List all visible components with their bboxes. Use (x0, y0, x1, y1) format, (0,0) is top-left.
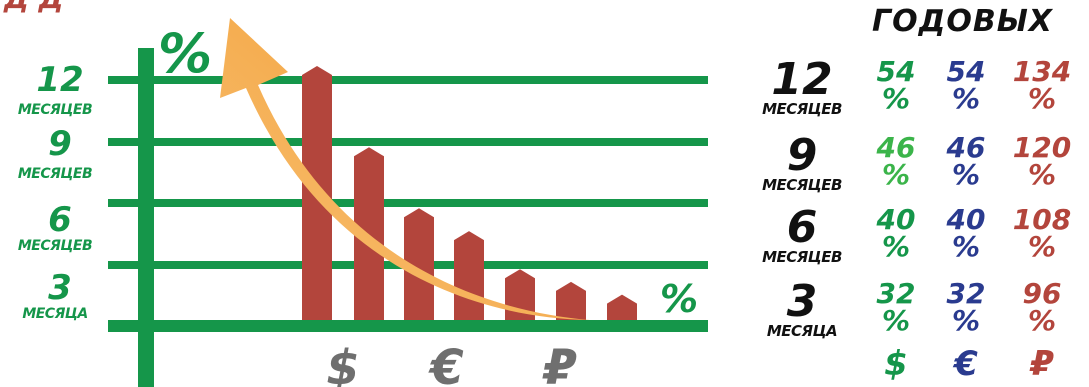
rate-cell-2-1: 40% (938, 203, 994, 263)
y-tick-number-1: 9 (48, 124, 72, 164)
rate-value: 46 (876, 131, 916, 164)
term-number-0: 12 (771, 54, 833, 105)
rate-value: 134 (1012, 55, 1072, 88)
y-tick-number-0: 12 (36, 60, 84, 100)
rate-percent-sign: % (881, 82, 911, 115)
annual-label: ГОДОВЫХ (872, 4, 1053, 39)
rate-percent-sign: % (951, 230, 981, 263)
term-number-1: 9 (786, 130, 818, 181)
rate-percent-sign: % (881, 158, 911, 191)
rate-percent-sign: % (881, 230, 911, 263)
x-axis-line (108, 320, 708, 332)
y-axis-line (138, 48, 154, 387)
currency-symbol-2: ₽ (1030, 344, 1054, 384)
rate-value: 40 (946, 203, 986, 236)
deposit-chart: %% $ € ₽ (108, 18, 708, 387)
rate-percent-sign: % (1027, 82, 1057, 115)
term-number-3: 3 (786, 276, 818, 327)
rate-percent-sign: % (951, 158, 981, 191)
currency-symbol-1: € (954, 344, 978, 384)
rate-percent-sign: % (1027, 304, 1057, 337)
y-tick-number-2: 6 (48, 200, 72, 240)
term-unit-3: МЕСЯЦА (766, 322, 838, 340)
currency-symbol-0: $ (884, 344, 908, 384)
rate-value: 40 (876, 203, 916, 236)
x-tick-label-1: € (428, 340, 463, 387)
rate-cell-1-0: 46% (868, 131, 924, 191)
header-fragment: Д Д (4, 0, 64, 15)
y-tick-number-3: 3 (48, 268, 72, 308)
term-unit-0: МЕСЯЦЕВ (762, 100, 842, 118)
term-number-2: 6 (786, 202, 818, 253)
rate-value: 96 (1022, 277, 1062, 310)
rate-cell-0-0: 54% (868, 55, 924, 115)
term-unit-2: МЕСЯЦЕВ (762, 248, 842, 266)
gridline-2 (108, 199, 708, 207)
y-tick-unit-3: МЕСЯЦА (22, 306, 88, 322)
bar-6 (607, 294, 637, 320)
y-axis-percent-label: % (158, 22, 212, 85)
rate-value: 46 (946, 131, 986, 164)
rate-percent-sign: % (951, 82, 981, 115)
rate-cell-3-1: 32% (938, 277, 994, 337)
rate-value: 120 (1012, 131, 1072, 164)
rate-cell-0-2: 134% (1006, 55, 1078, 115)
rate-cell-1-2: 120% (1006, 131, 1078, 191)
rate-value: 108 (1012, 203, 1072, 236)
rate-cell-1-1: 46% (938, 131, 994, 191)
bar-3 (454, 231, 484, 320)
rate-value: 32 (946, 277, 986, 310)
bar-1 (354, 147, 384, 320)
rate-percent-sign: % (951, 304, 981, 337)
rate-value: 54 (876, 55, 916, 88)
rate-percent-sign: % (881, 304, 911, 337)
rate-percent-sign: % (1027, 230, 1057, 263)
rate-value: 54 (946, 55, 986, 88)
bar-2 (404, 208, 434, 320)
x-tick-label-2: ₽ (542, 340, 577, 387)
trend-arrow (220, 18, 590, 320)
rate-cell-3-0: 32% (868, 277, 924, 337)
rate-percent-sign: % (1027, 158, 1057, 191)
y-tick-unit-1: МЕСЯЦЕВ (17, 166, 93, 182)
y-tick-unit-2: МЕСЯЦЕВ (17, 238, 93, 254)
rate-cell-3-2: 96% (1006, 277, 1078, 337)
rate-cell-2-0: 40% (868, 203, 924, 263)
rate-cell-0-1: 54% (938, 55, 994, 115)
bar-5 (556, 281, 586, 320)
gridline-0 (108, 76, 708, 84)
term-unit-1: МЕСЯЦЕВ (762, 176, 842, 194)
x-axis-percent-label: % (660, 277, 698, 321)
rate-cell-2-2: 108% (1006, 203, 1078, 263)
y-tick-unit-0: МЕСЯЦЕВ (17, 102, 93, 118)
rate-value: 32 (876, 277, 916, 310)
gridline-1 (108, 138, 708, 146)
x-tick-label-0: $ (326, 340, 359, 387)
